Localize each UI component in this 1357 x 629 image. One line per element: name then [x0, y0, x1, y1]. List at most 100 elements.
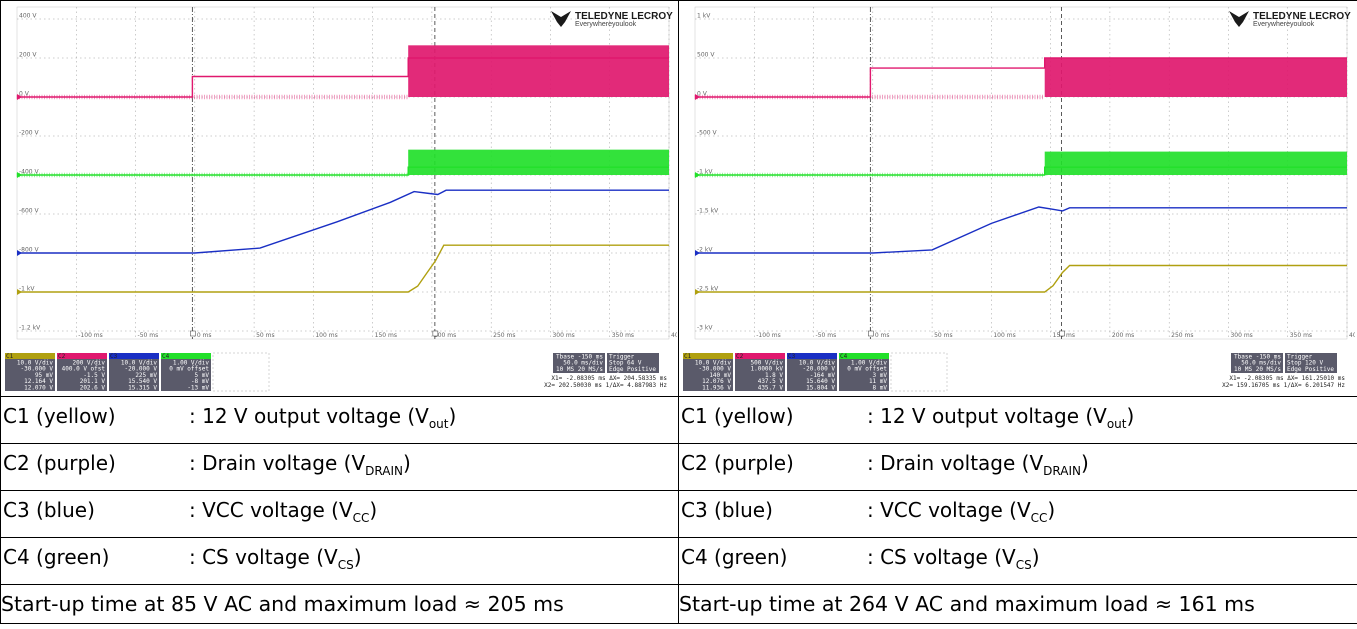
- panel-value: -20.000 V: [124, 366, 157, 373]
- scope-capture-85vac: 400 V 200 V 0 V -200 V -400 V -600 V -800 V -1 …: [5, 6, 677, 392]
- panel-body: [109, 359, 159, 391]
- panel-value: -20.000 V: [802, 366, 835, 373]
- cursor-readout: X2= 202.50030 ms 1/ΔX= 4.887983 Hz: [544, 382, 667, 389]
- x-tick-label: 100 ms: [315, 332, 337, 339]
- brand-tagline: Everywhereyoulook: [575, 21, 637, 28]
- scope-capture-264vac: 1 kV 500 V 0 V -500 V -1 kV -1.5 kV -2 kV -2.5 …: [683, 6, 1355, 391]
- timebase-value: 50.0 ms/div: [1241, 360, 1281, 367]
- panel-value: 15.315 V: [128, 384, 157, 391]
- ground-marker-C1: [17, 289, 22, 295]
- trigger-value: Stop 120 V: [1287, 360, 1324, 367]
- x-tick-label: 250 ms: [1171, 332, 1193, 339]
- panel-value: 3 mV: [873, 372, 888, 379]
- panel-channel-label: C3: [110, 353, 118, 360]
- legend-channel: C3 (blue): [3, 498, 95, 522]
- timebase-value: Tbase -150 ms: [556, 354, 603, 361]
- panel-body: [683, 359, 733, 391]
- cursor-marker: [432, 330, 439, 337]
- legend-c2-left: C2 (purple): Drain voltage (VDRAIN): [0, 443, 679, 491]
- y-tick-label: 0 V: [19, 91, 30, 98]
- x-tick-label: -50 ms: [816, 332, 837, 339]
- panel-value: 435.7 V: [758, 384, 784, 391]
- series-C3: [695, 206, 1347, 254]
- legend-desc: : CS voltage (V: [867, 545, 1016, 569]
- panel-value: 1.00 V/div: [173, 360, 210, 367]
- legend-c3-right: C3 (blue): VCC voltage (VCC): [678, 490, 1357, 538]
- panel-body: [161, 359, 211, 391]
- timebase-value: 50.0 ms/div: [563, 360, 603, 367]
- x-tick-label: 250 ms: [493, 332, 515, 339]
- y-tick-label: 500 V: [697, 52, 715, 59]
- trigger-value: Trigger: [1287, 354, 1313, 361]
- panel-value: -8 mV: [191, 378, 209, 385]
- panel-value: 10.0 V/div: [695, 360, 732, 367]
- x-tick-label: 0 ms: [197, 332, 212, 339]
- legend-sub: CC: [1030, 511, 1048, 525]
- series-C2-burst: [408, 45, 669, 97]
- series-C2-burst: [1044, 58, 1347, 97]
- y-tick-label: -500 V: [697, 130, 718, 137]
- panel-channel-label: C1: [684, 353, 692, 360]
- panel-value: 8 mV: [873, 384, 888, 391]
- legend-channel: C4 (green): [3, 545, 110, 569]
- trigger-box: [1285, 353, 1337, 373]
- cursor-marker: [868, 330, 874, 337]
- legend-channel: C4 (green): [681, 545, 788, 569]
- panel-value: -13 mV: [187, 384, 209, 391]
- cursor-marker: [1059, 330, 1065, 337]
- legend-sub: CC: [352, 511, 370, 525]
- legend-desc: : 12 V output voltage (V: [189, 404, 429, 428]
- x-tick-label: 50 ms: [934, 332, 953, 339]
- legend-desc: : 12 V output voltage (V: [867, 404, 1107, 428]
- y-tick-label: -1.5 kV: [697, 208, 719, 215]
- panel-value: 15.640 V: [806, 378, 835, 385]
- x-tick-label: 400 ms: [671, 332, 677, 339]
- y-tick-label: -3 kV: [697, 325, 713, 332]
- panel-value: -1.5 V: [83, 372, 105, 379]
- y-tick-label: 400 V: [19, 13, 37, 20]
- scope-cell-left: 400 V 200 V 0 V -200 V -400 V -600 V -800 V -1 …: [0, 0, 679, 397]
- x-tick-label: 200 ms: [1112, 332, 1134, 339]
- x-tick-label: 400 ms: [1349, 332, 1355, 339]
- panel-value: 10.0 V/div: [17, 360, 54, 367]
- panel-value: 12.076 V: [702, 378, 731, 385]
- panel-header-C3: [109, 353, 159, 359]
- legend-channel: C2 (purple): [681, 451, 794, 475]
- panel-body: [839, 359, 889, 391]
- panel-channel-label: C4: [162, 353, 170, 360]
- panel-header-C4: [161, 353, 211, 359]
- panel-value: 201.1 V: [80, 378, 106, 385]
- series-C4-burst: [1044, 151, 1347, 175]
- legend-sub: out: [428, 417, 449, 431]
- startup-caption-right: Start-up time at 264 V AC and maximum lo…: [678, 584, 1357, 624]
- legend-sub: DRAIN: [365, 464, 403, 478]
- x-tick-label: 0 ms: [875, 332, 890, 339]
- brand-name: TELEDYNE LECROY: [1253, 11, 1351, 22]
- panel-channel-label: C2: [736, 353, 744, 360]
- trigger-value: Stop 64 V: [609, 360, 642, 367]
- panel-value: 437.5 V: [758, 378, 784, 385]
- cursor-readout: X2= 159.16705 ms 1/ΔX= 6.201547 Hz: [1222, 382, 1345, 389]
- x-tick-label: 100 ms: [993, 332, 1015, 339]
- legend-desc: : Drain voltage (V: [189, 451, 366, 475]
- panel-value: 11 mV: [869, 378, 887, 385]
- y-tick-label: -2 kV: [697, 247, 713, 254]
- panel-header-C2: [57, 353, 107, 359]
- panel-empty-slot: [212, 352, 270, 392]
- x-tick-label: -100 ms: [78, 332, 103, 339]
- legend-channel: C3 (blue): [681, 498, 773, 522]
- panel-channel-label: C2: [58, 353, 66, 360]
- x-tick-label: 300 ms: [1230, 332, 1252, 339]
- legend-c4-left: C4 (green): CS voltage (VCS): [0, 537, 679, 585]
- y-tick-label: -1 kV: [19, 286, 35, 293]
- timebase-box: [1231, 353, 1283, 373]
- panel-value: 12.164 V: [24, 378, 53, 385]
- panel-value: -164 mV: [810, 372, 836, 379]
- ground-marker-C2: [695, 94, 700, 100]
- logo-mark-icon: [551, 11, 571, 27]
- panel-value: -30.000 V: [20, 366, 53, 373]
- panel-value: 10.0 V/div: [121, 360, 158, 367]
- ground-marker-C4: [17, 172, 22, 178]
- trigger-value: Edge Positive: [1287, 366, 1334, 373]
